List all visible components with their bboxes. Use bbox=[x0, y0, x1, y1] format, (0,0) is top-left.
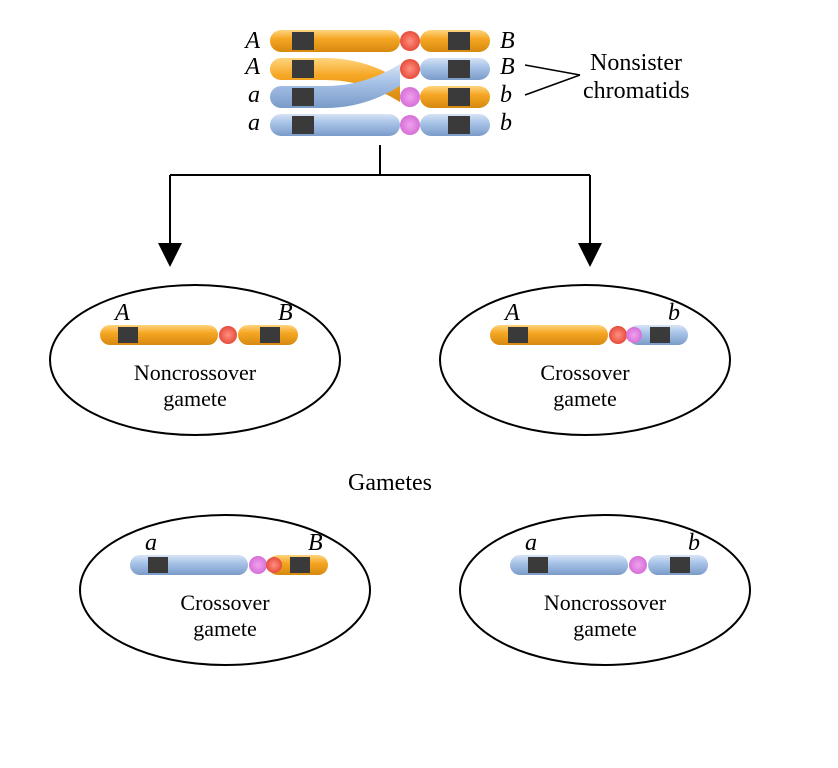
chromatid-4-blue bbox=[270, 114, 490, 136]
allele-b2: b bbox=[500, 110, 512, 136]
nonsister-label-line1: Nonsister bbox=[590, 50, 682, 76]
allele-label: B bbox=[278, 300, 293, 326]
gamete-ab: a b Noncrossover gamete bbox=[460, 515, 750, 665]
gamete-type-line2: gamete bbox=[163, 386, 227, 411]
chromatid-1-orange bbox=[270, 30, 490, 52]
gamete-type-line2: gamete bbox=[573, 616, 637, 641]
allele-a2: a bbox=[248, 110, 260, 136]
allele-label: A bbox=[113, 300, 130, 326]
nonsister-label-line2: chromatids bbox=[583, 78, 690, 104]
allele-A1: A bbox=[243, 28, 260, 54]
allele-label: a bbox=[525, 530, 537, 556]
gamete-type-line2: gamete bbox=[553, 386, 617, 411]
gamete-AB: A B Noncrossover gamete bbox=[50, 285, 340, 435]
gamete-type-line2: gamete bbox=[193, 616, 257, 641]
gamete-type-line1: Crossover bbox=[540, 360, 630, 385]
allele-label: b bbox=[668, 300, 680, 326]
gamete-type-line1: Crossover bbox=[180, 590, 270, 615]
branch-arrows bbox=[170, 145, 590, 255]
gamete-aB: a B Crossover gamete bbox=[80, 515, 370, 665]
allele-label: A bbox=[503, 300, 520, 326]
allele-a1: a bbox=[248, 82, 260, 108]
allele-b1: b bbox=[500, 82, 512, 108]
gametes-title: Gametes bbox=[348, 470, 432, 496]
crossover-diagram: A A a a B B b b Nonsister chromatids A B bbox=[20, 20, 818, 748]
allele-label: B bbox=[308, 530, 323, 556]
nonsister-pointer: Nonsister chromatids bbox=[525, 50, 690, 104]
allele-A2: A bbox=[243, 54, 260, 80]
allele-B2: B bbox=[500, 54, 515, 80]
gamete-type-line1: Noncrossover bbox=[544, 590, 667, 615]
allele-label: a bbox=[145, 530, 157, 556]
gamete-Ab: A b Crossover gamete bbox=[440, 285, 730, 435]
gamete-type-line1: Noncrossover bbox=[134, 360, 257, 385]
allele-B1: B bbox=[500, 28, 515, 54]
allele-label: b bbox=[688, 530, 700, 556]
tetrad bbox=[270, 30, 490, 136]
